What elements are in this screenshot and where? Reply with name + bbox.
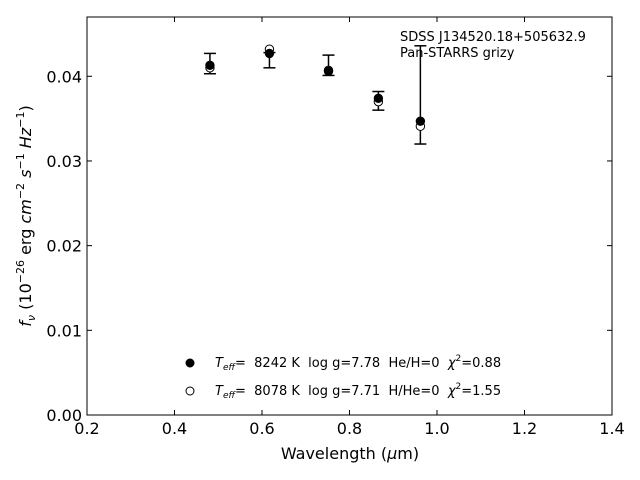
point-filled xyxy=(373,93,384,103)
x-tick-label: 1.0 xyxy=(424,419,449,438)
annotation-survey: Pan-STARRS grizy xyxy=(400,46,515,61)
axis-ticks: 0.2 0.4 0.6 0.8 1.0 1.2 1.4 0.00 0.01 0.02 0.03 0.0… xyxy=(46,17,625,438)
y-axis-label: fν (10−26 erg cm−2 s−1 Hz−1) xyxy=(14,105,38,326)
x-tick-label: 0.2 xyxy=(74,419,99,438)
annotation-object-name: SDSS J134520.18+505632.9 xyxy=(400,30,586,45)
x-axis-label: Wavelength (μm) xyxy=(281,444,419,463)
legend-marker-open xyxy=(185,386,195,396)
y-tick-label: 0.03 xyxy=(46,152,82,171)
point-filled xyxy=(264,48,275,59)
data-markers xyxy=(205,44,426,131)
legend-entry-2: Teff= 8078 K log g=7.71 H/He=0 χ2=1.55 xyxy=(215,382,501,401)
point-filled xyxy=(415,116,426,126)
x-tick-label: 1.4 xyxy=(599,419,624,438)
legend-marker-filled xyxy=(185,358,195,368)
legend-entry-1: Teff= 8242 K log g=7.78 He/H=0 χ2=0.88 xyxy=(215,354,501,373)
x-tick-label: 1.2 xyxy=(512,419,537,438)
y-tick-label: 0.04 xyxy=(46,67,82,86)
y-tick-label: 0.00 xyxy=(46,406,82,425)
x-tick-label: 0.8 xyxy=(337,419,362,438)
legend: Teff= 8242 K log g=7.78 He/H=0 χ2=0.88 T… xyxy=(185,354,501,401)
x-tick-label: 0.4 xyxy=(162,419,187,438)
point-filled xyxy=(323,66,334,76)
y-tick-label: 0.01 xyxy=(46,321,82,340)
x-tick-label: 0.6 xyxy=(249,419,274,438)
y-tick-label: 0.02 xyxy=(46,237,82,256)
point-filled xyxy=(205,60,215,70)
